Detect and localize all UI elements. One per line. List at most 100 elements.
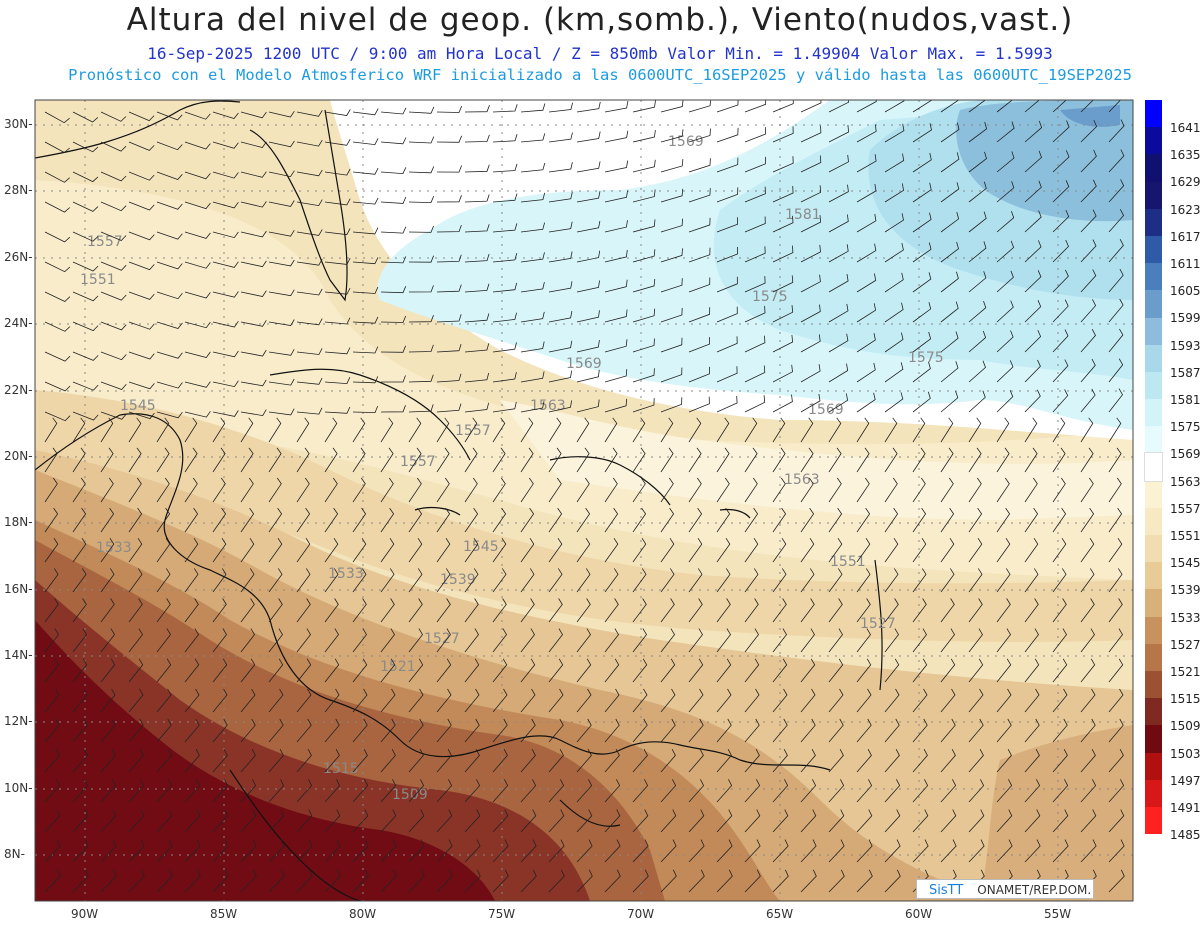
wind-barb (72, 351, 99, 361)
wind-barb (912, 809, 929, 833)
colorbar-label: 1533 (1170, 610, 1200, 625)
wind-barb (44, 869, 61, 893)
wind-barb (1052, 359, 1069, 383)
wind-barb (548, 340, 573, 353)
wind-barb (408, 477, 422, 503)
wind-barb (968, 477, 982, 503)
lon-label: 55W (1044, 907, 1072, 921)
wind-barb (268, 349, 295, 356)
wind-barb (492, 282, 518, 293)
wind-barb (436, 628, 451, 653)
wind-barb (492, 417, 506, 443)
band-1545 (35, 390, 1133, 642)
wind-barb (296, 348, 323, 355)
wind-barb (296, 809, 313, 833)
wind-barb (100, 628, 115, 653)
wind-barb (716, 157, 739, 173)
wind-barb (1052, 120, 1070, 143)
wind-barb (156, 568, 171, 593)
wind-barb (408, 166, 435, 174)
wind-barb (744, 156, 766, 173)
wind-barb (1108, 658, 1124, 683)
wind-barb (660, 447, 674, 473)
wind-barb (520, 869, 537, 893)
wind-barb (44, 688, 60, 713)
wind-barb (940, 241, 959, 263)
wind-barb (352, 688, 368, 713)
wind-barb (1108, 598, 1123, 623)
wind-barb (800, 688, 816, 713)
wind-barb (800, 869, 817, 893)
wind-barb (44, 477, 58, 503)
wind-barb (212, 477, 226, 503)
wind-barb (912, 628, 927, 653)
wind-barb (828, 417, 842, 443)
wind-barb (632, 688, 648, 713)
wind-barb (1024, 210, 1042, 233)
wind-barb (1108, 568, 1123, 593)
wind-barb (856, 598, 871, 623)
wind-barb (212, 839, 229, 863)
wind-barb (492, 839, 509, 863)
colorbar-label: 1569 (1170, 447, 1200, 462)
wind-barb (268, 408, 295, 416)
wind-barb (240, 839, 257, 863)
colorbar-segment (1145, 698, 1162, 726)
wind-barb (548, 809, 565, 833)
colorbar-segment (1145, 616, 1162, 644)
wind-barb (184, 261, 211, 269)
wind-barb (660, 809, 677, 833)
wind-barb (632, 658, 648, 683)
wind-barb (324, 317, 351, 325)
wind-barb (632, 477, 646, 503)
wind-barb (604, 598, 619, 623)
wind-barb (436, 165, 462, 173)
wind-barb (408, 404, 434, 413)
wind-barb (100, 141, 127, 152)
wind-barb (324, 568, 339, 593)
wind-barb (324, 839, 341, 863)
wind-barb (800, 393, 821, 413)
wind-barb (576, 839, 593, 863)
wind-barb (184, 507, 199, 533)
wind-barb (268, 200, 295, 207)
wind-barb (884, 809, 901, 833)
wind-barb (632, 628, 647, 653)
wind-barb (128, 111, 155, 122)
wind-barb (772, 537, 787, 563)
wind-barb (296, 779, 313, 803)
wind-barb (240, 201, 267, 208)
wind-barb (296, 658, 312, 683)
colorbar-label: 1515 (1170, 692, 1200, 707)
wind-barb (184, 111, 211, 120)
wind-barb (716, 276, 738, 293)
contour-label: 1581 (785, 207, 821, 223)
wind-barb (436, 568, 451, 593)
wind-barb (352, 809, 369, 833)
wind-barb (212, 869, 229, 893)
wind-barb (828, 869, 845, 893)
wind-barb (44, 291, 71, 302)
wind-barb (856, 273, 877, 293)
colorbar-segment (1145, 290, 1162, 318)
wind-barb (44, 568, 59, 593)
wind-barb (380, 839, 397, 863)
wind-barb (44, 658, 60, 683)
wind-barb (156, 201, 183, 210)
wind-barb (464, 224, 490, 233)
lat-label: 24N- (4, 316, 33, 330)
wind-barb (660, 507, 675, 533)
colorbar-label: 1641 (1170, 121, 1200, 135)
wind-barb (912, 417, 926, 443)
wind-barb (72, 381, 99, 391)
wind-barb (772, 658, 788, 683)
wind-barb (548, 162, 573, 173)
wind-barb (520, 749, 536, 773)
wind-barb (1024, 389, 1041, 413)
wind-barb (212, 111, 239, 119)
wind-barb (800, 507, 815, 533)
wind-barb (436, 839, 453, 863)
contour-label: 1533 (328, 566, 364, 582)
wind-barb (828, 507, 843, 533)
wind-barb (856, 809, 873, 833)
